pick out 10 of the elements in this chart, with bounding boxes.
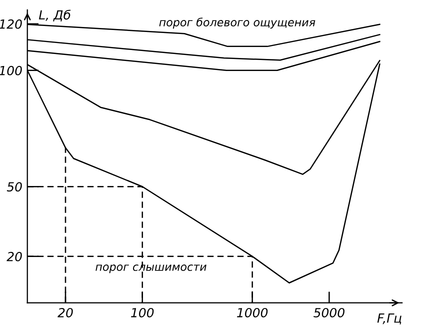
x-tick-label: 100 — [131, 308, 154, 318]
y-tick-label: 20 — [6, 252, 22, 262]
x-axis-title: F,Гц — [377, 314, 402, 324]
annotation: порог болевого ощущения — [159, 18, 316, 29]
y-tick-label: 50 — [6, 182, 22, 192]
x-tick-label: 1000 — [237, 308, 268, 318]
x-tick-label: 5000 — [314, 308, 344, 318]
y-axis-title: L, Дб — [38, 10, 71, 22]
x-tick-label: 20 — [58, 308, 73, 318]
annotation: порог слышимости — [96, 264, 206, 274]
